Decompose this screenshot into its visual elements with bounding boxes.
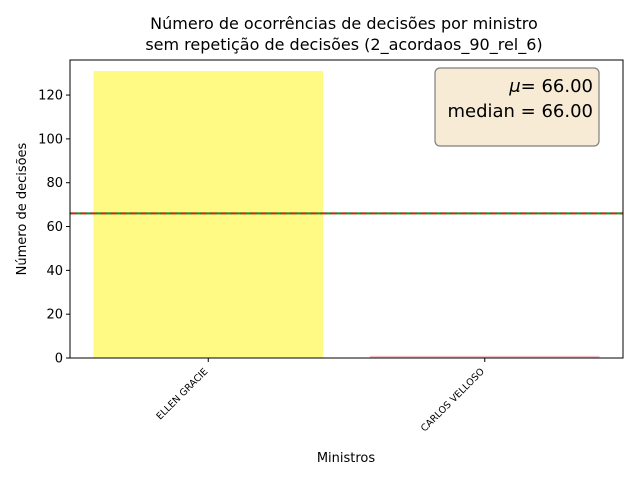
stats-mean: μ= 66.00 — [508, 76, 593, 97]
y-axis-label: Número de decisões — [15, 142, 30, 275]
chart-title-line-2: sem repetição de decisões (2_acordaos_90… — [145, 35, 542, 55]
bar — [93, 70, 323, 359]
y-tick-label: 20 — [46, 308, 63, 323]
chart-title-line-1: Número de ocorrências de decisões por mi… — [150, 14, 538, 33]
axes-frame — [69, 59, 624, 359]
x-tick-label: ELLEN GRACIE — [154, 366, 210, 422]
stats-median: median = 66.00 — [447, 101, 593, 122]
x-axis-label: Ministros — [317, 451, 376, 466]
y-tick-label: 40 — [46, 264, 63, 279]
y-tick-label: 80 — [46, 176, 63, 191]
stats-box-frame — [434, 67, 600, 147]
y-tick-label: 100 — [38, 132, 63, 147]
y-tick-label: 0 — [55, 352, 63, 367]
stats-box: μ= 66.00 median = 66.00 — [434, 67, 600, 147]
y-tick-label: 120 — [38, 89, 63, 104]
stats-mean-symbol: μ — [508, 76, 520, 97]
bar — [370, 355, 600, 358]
y-tick-label: 60 — [46, 220, 63, 235]
stats-mean-value: = 66.00 — [521, 76, 593, 97]
x-tick-label: CARLOS VELLOSO — [419, 366, 487, 434]
